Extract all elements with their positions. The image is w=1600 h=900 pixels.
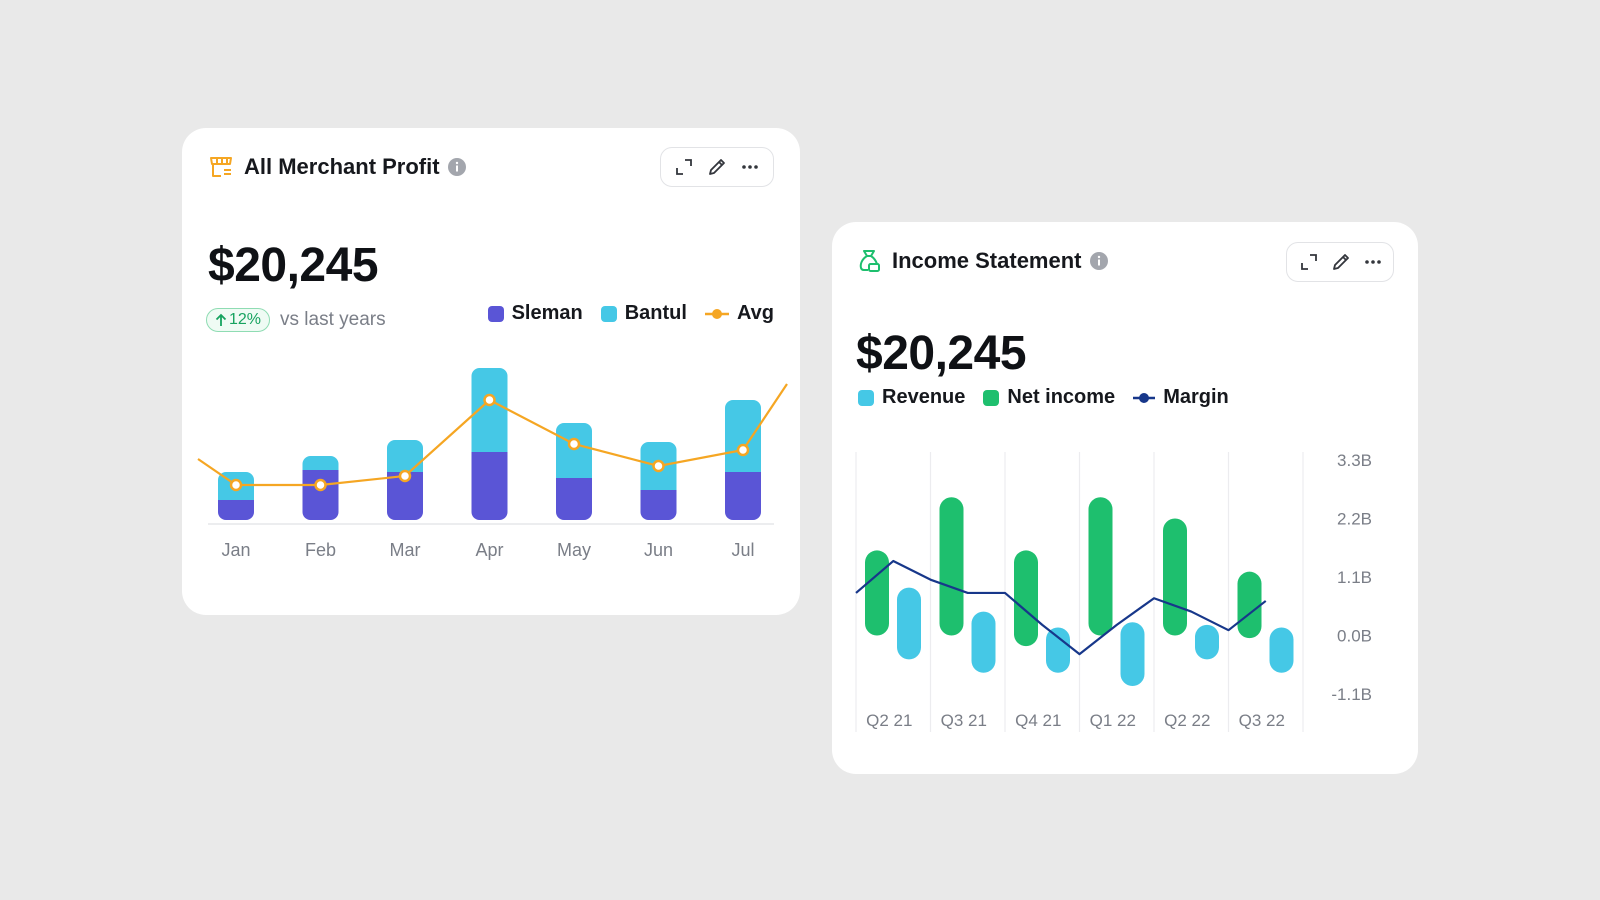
x-tick-label: Q3 21 — [941, 711, 987, 730]
info-icon[interactable] — [447, 158, 466, 176]
x-tick-label: Jan — [221, 540, 250, 560]
x-tick-label: Jul — [731, 540, 754, 560]
margin-line — [855, 559, 1267, 656]
avg-point — [229, 478, 243, 492]
legend-item-sleman[interactable]: Sleman — [487, 302, 583, 325]
chart-legend: Sleman Bantul Avg — [487, 302, 774, 325]
income-value: $20,245 — [856, 327, 1027, 380]
legend-line-swatch — [704, 308, 729, 319]
bar-sleman — [471, 452, 508, 520]
edit-icon[interactable] — [1331, 250, 1351, 274]
legend-item-avg[interactable]: Avg — [704, 302, 774, 325]
info-icon[interactable] — [1089, 252, 1108, 270]
bar-revenue — [897, 587, 921, 660]
profit-value: $20,245 — [208, 239, 379, 292]
avg-point — [483, 393, 496, 407]
y-tick-label: -1.1B — [1331, 685, 1372, 704]
legend-label: Revenue — [882, 386, 966, 408]
x-tick-label: May — [557, 540, 591, 560]
avg-point — [652, 459, 665, 473]
avg-point — [398, 469, 412, 483]
expand-icon[interactable] — [673, 155, 694, 179]
x-tick-label: Q1 22 — [1090, 711, 1136, 730]
income-chart: 3.3B 2.2B 1.1B 0.0B -1.1B Q2 21 Q3 21 Q4 21 Q1 2… — [855, 452, 1372, 732]
legend-label: Sleman — [511, 302, 583, 324]
y-tick-label: 0.0B — [1337, 627, 1372, 646]
bar-revenue — [1046, 627, 1070, 673]
x-tick-label: Feb — [305, 540, 336, 560]
avg-point — [736, 443, 750, 457]
profit-chart: Jan Feb Mar Apr May Jun Jul — [197, 368, 788, 560]
bar-net-income — [1014, 550, 1038, 647]
x-tick-label: Jun — [644, 540, 673, 560]
delta-badge: 12% — [206, 308, 271, 332]
card-header: All Merchant Profit — [208, 154, 466, 180]
bar-net-income — [1163, 518, 1187, 636]
store-icon — [208, 154, 234, 180]
money-bag-icon — [856, 248, 882, 274]
income-statement-card: Income Statement $20,245 — [832, 222, 1418, 774]
avg-point — [314, 478, 327, 492]
bar-net-income — [1237, 571, 1262, 639]
delta-text: vs last years — [280, 309, 386, 330]
merchant-profit-card: All Merchant Profit $20,245 — [182, 128, 800, 615]
arrow-up-icon — [215, 313, 227, 326]
card-title: All Merchant Profit — [244, 154, 440, 179]
legend-label: Net income — [1007, 386, 1116, 408]
avg-point — [567, 437, 581, 451]
x-tick-label: Apr — [475, 540, 503, 560]
edit-icon[interactable] — [706, 155, 727, 179]
bar-sleman — [640, 490, 677, 520]
bar-sleman — [725, 472, 761, 520]
card-title: Income Statement — [892, 248, 1082, 273]
legend-swatch — [983, 389, 1000, 406]
bar-revenue — [1269, 627, 1294, 673]
bar-bantul — [556, 423, 592, 478]
legend-item-revenue[interactable]: Revenue — [858, 386, 965, 409]
legend-label: Margin — [1163, 386, 1229, 408]
legend-swatch — [487, 305, 504, 322]
x-tick-label: Mar — [390, 540, 421, 560]
legend-item-bantul[interactable]: Bantul — [600, 302, 687, 325]
chart-legend: Revenue Net income Margin — [858, 386, 1229, 409]
card-toolbar — [1286, 242, 1394, 282]
bar-revenue — [1120, 622, 1145, 687]
bar-sleman — [218, 500, 254, 520]
bar-net-income — [939, 497, 964, 636]
bar-sleman — [556, 478, 592, 520]
legend-item-margin[interactable]: Margin — [1133, 386, 1229, 409]
delta-value: 12% — [229, 311, 262, 328]
x-tick-label: Q2 22 — [1164, 711, 1210, 730]
more-icon[interactable] — [1363, 250, 1383, 274]
y-tick-label: 3.3B — [1337, 452, 1372, 470]
legend-label: Bantul — [624, 302, 687, 324]
card-header: Income Statement — [856, 248, 1108, 274]
y-tick-label: 1.1B — [1337, 568, 1372, 587]
legend-swatch — [600, 305, 617, 322]
legend-label: Avg — [736, 302, 774, 324]
x-tick-label: Q3 22 — [1239, 711, 1285, 730]
x-tick-label: Q2 21 — [866, 711, 912, 730]
legend-item-net-income[interactable]: Net income — [983, 386, 1115, 409]
card-toolbar — [660, 147, 774, 187]
bar-net-income — [865, 550, 889, 636]
y-tick-label: 2.2B — [1337, 510, 1372, 529]
delta-row: 12% vs last years — [206, 308, 386, 332]
bar-sleman — [302, 470, 339, 520]
bar-bantul — [387, 440, 423, 472]
bar-revenue — [971, 611, 996, 673]
x-tick-label: Q4 21 — [1015, 711, 1061, 730]
bar-bantul — [302, 456, 339, 470]
legend-line-swatch — [1133, 392, 1156, 403]
bar-net-income — [1088, 497, 1113, 636]
expand-icon[interactable] — [1299, 250, 1319, 274]
bar-revenue — [1195, 624, 1219, 660]
bar-bantul — [725, 400, 761, 472]
more-icon[interactable] — [740, 155, 761, 179]
legend-swatch — [858, 389, 874, 406]
